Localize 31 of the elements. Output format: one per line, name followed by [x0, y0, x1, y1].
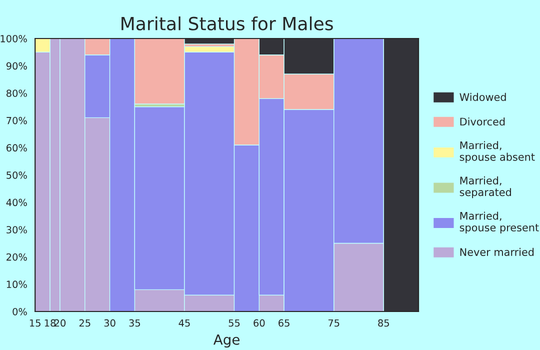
y-tick-label: 40%	[6, 198, 27, 206]
x-tick-label: 55	[228, 319, 240, 327]
x-tick-label: 18	[44, 319, 56, 327]
legend-label: Married, separated	[460, 176, 511, 198]
y-tick-label: 80%	[6, 90, 27, 97]
x-tick-label: 35	[129, 319, 140, 327]
x-tick-label: 75	[328, 319, 340, 327]
legend-label: Never married	[460, 248, 534, 256]
x-tick-label: 25	[79, 319, 90, 327]
x-axis-title: Age	[213, 334, 240, 348]
chart-title: Marital Status for Males	[122, 16, 333, 30]
y-tick-label: 0%	[12, 308, 27, 316]
legend-label: Married, spouse absent	[460, 141, 535, 163]
y-tick-label: 30%	[6, 226, 27, 234]
y-tick-label: 50%	[6, 171, 27, 179]
x-tick-label: 85	[378, 319, 389, 327]
x-tick-label: 45	[178, 319, 190, 327]
y-tick-label: 20%	[6, 253, 27, 261]
x-tick-label: 30	[104, 319, 116, 327]
y-tick-label: 90%	[6, 62, 27, 70]
y-tick-label: 100%	[0, 34, 27, 42]
y-tick-label: 70%	[6, 116, 27, 124]
legend-label: Divorced	[460, 118, 505, 126]
x-tick-label: 15	[30, 319, 40, 327]
x-tick-label: 60	[254, 319, 265, 327]
y-tick-label: 10%	[6, 280, 27, 288]
x-tick-label: 65	[278, 319, 290, 327]
y-tick-label: 60%	[6, 144, 27, 152]
legend-label: Married, spouse present	[460, 212, 539, 234]
legend-label: Widowed	[460, 92, 506, 101]
x-tick-label: 20	[54, 319, 66, 327]
